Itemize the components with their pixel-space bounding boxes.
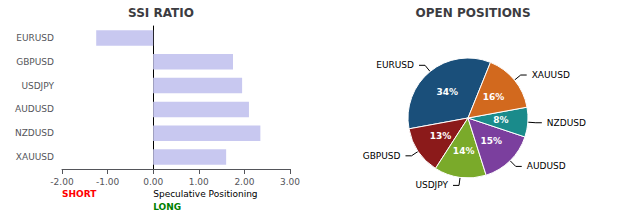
svg-text:Speculative Positioning: Speculative Positioning [153,189,257,199]
svg-text:NZDUSD: NZDUSD [547,118,586,128]
svg-text:AUDUSD: AUDUSD [15,104,54,114]
svg-text:8%: 8% [493,115,508,125]
svg-text:-1.00: -1.00 [96,177,120,187]
svg-text:AUDUSD: AUDUSD [527,161,566,171]
svg-text:16%: 16% [483,92,505,102]
svg-text:GBPUSD: GBPUSD [16,57,54,67]
svg-text:15%: 15% [480,136,502,146]
svg-text:SHORT: SHORT [62,189,97,199]
svg-text:3.00: 3.00 [280,177,300,187]
svg-text:LONG: LONG [153,202,181,212]
svg-text:13%: 13% [430,131,452,141]
svg-text:2.00: 2.00 [234,177,254,187]
svg-text:XAUUSD: XAUUSD [532,70,570,80]
svg-text:1.00: 1.00 [189,177,209,187]
svg-text:34%: 34% [436,87,458,97]
svg-text:USDJPY: USDJPY [415,180,448,190]
svg-text:XAUUSD: XAUUSD [16,152,54,162]
svg-text:14%: 14% [453,146,475,156]
svg-text:NZDUSD: NZDUSD [15,128,54,138]
svg-text:USDJPY: USDJPY [21,81,54,91]
svg-text:SSI RATIO: SSI RATIO [128,6,194,20]
svg-text:EURUSD: EURUSD [16,33,54,43]
svg-text:0.00: 0.00 [143,177,163,187]
svg-text:EURUSD: EURUSD [376,60,414,70]
svg-text:-2.00: -2.00 [50,177,74,187]
svg-text:GBPUSD: GBPUSD [363,151,401,161]
svg-text:OPEN POSITIONS: OPEN POSITIONS [415,6,530,20]
